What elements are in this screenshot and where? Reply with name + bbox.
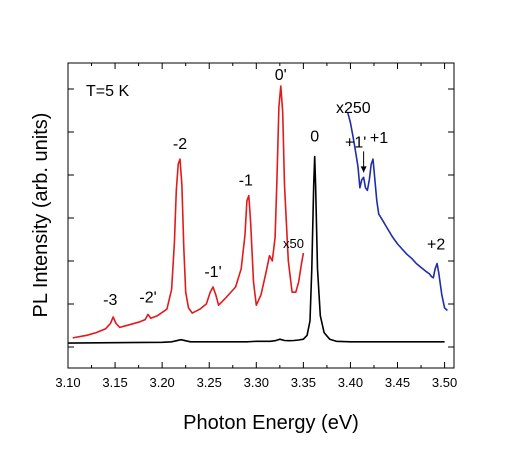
annotations-group: T=5 K x50 x250 -3 -2' -2 -1' -1 0' 0 +1' +1 +2 <box>86 67 445 309</box>
peak-label: +1' <box>345 134 366 151</box>
x-tick-labels: 3.10 3.15 3.20 3.25 3.30 3.35 3.40 3.45 3.50 <box>55 375 457 390</box>
peak-label: -2' <box>139 289 156 306</box>
x-tick-label: 3.30 <box>244 375 269 390</box>
peak-label: +1 <box>370 130 388 147</box>
series-blue-line <box>346 111 448 312</box>
x-tick-label: 3.15 <box>102 375 127 390</box>
peak-label: -2 <box>173 136 187 153</box>
peak-label: +2 <box>427 236 445 253</box>
x-tick-label: 3.25 <box>197 375 222 390</box>
plot-frame <box>67 62 455 369</box>
series-black-line <box>67 155 445 344</box>
scale-label-blue: x250 <box>336 100 371 117</box>
x-tick-label: 3.10 <box>55 375 80 390</box>
x-tick-label: 3.50 <box>432 375 457 390</box>
temperature-label: T=5 K <box>86 83 129 100</box>
x-tick-label: 3.20 <box>149 375 174 390</box>
ticks-group <box>67 63 454 368</box>
peak-label: -1 <box>239 173 253 190</box>
x-axis-title: Photon Energy (eV) <box>183 412 359 434</box>
x-tick-label: 3.35 <box>291 375 316 390</box>
x-tick-label: 3.45 <box>385 375 410 390</box>
x-tick-label: 3.40 <box>338 375 363 390</box>
y-axis-title: PL Intensity (arb. units) <box>30 113 52 318</box>
series-red-line <box>72 85 305 339</box>
peak-label: -3 <box>103 292 117 309</box>
peak-label: 0 <box>310 128 319 145</box>
peak-label: 0' <box>275 67 287 84</box>
series-group <box>67 85 448 344</box>
peak-arrow-head <box>360 166 367 173</box>
peak-label: -1' <box>204 264 221 281</box>
scale-label-red: x50 <box>283 236 304 251</box>
